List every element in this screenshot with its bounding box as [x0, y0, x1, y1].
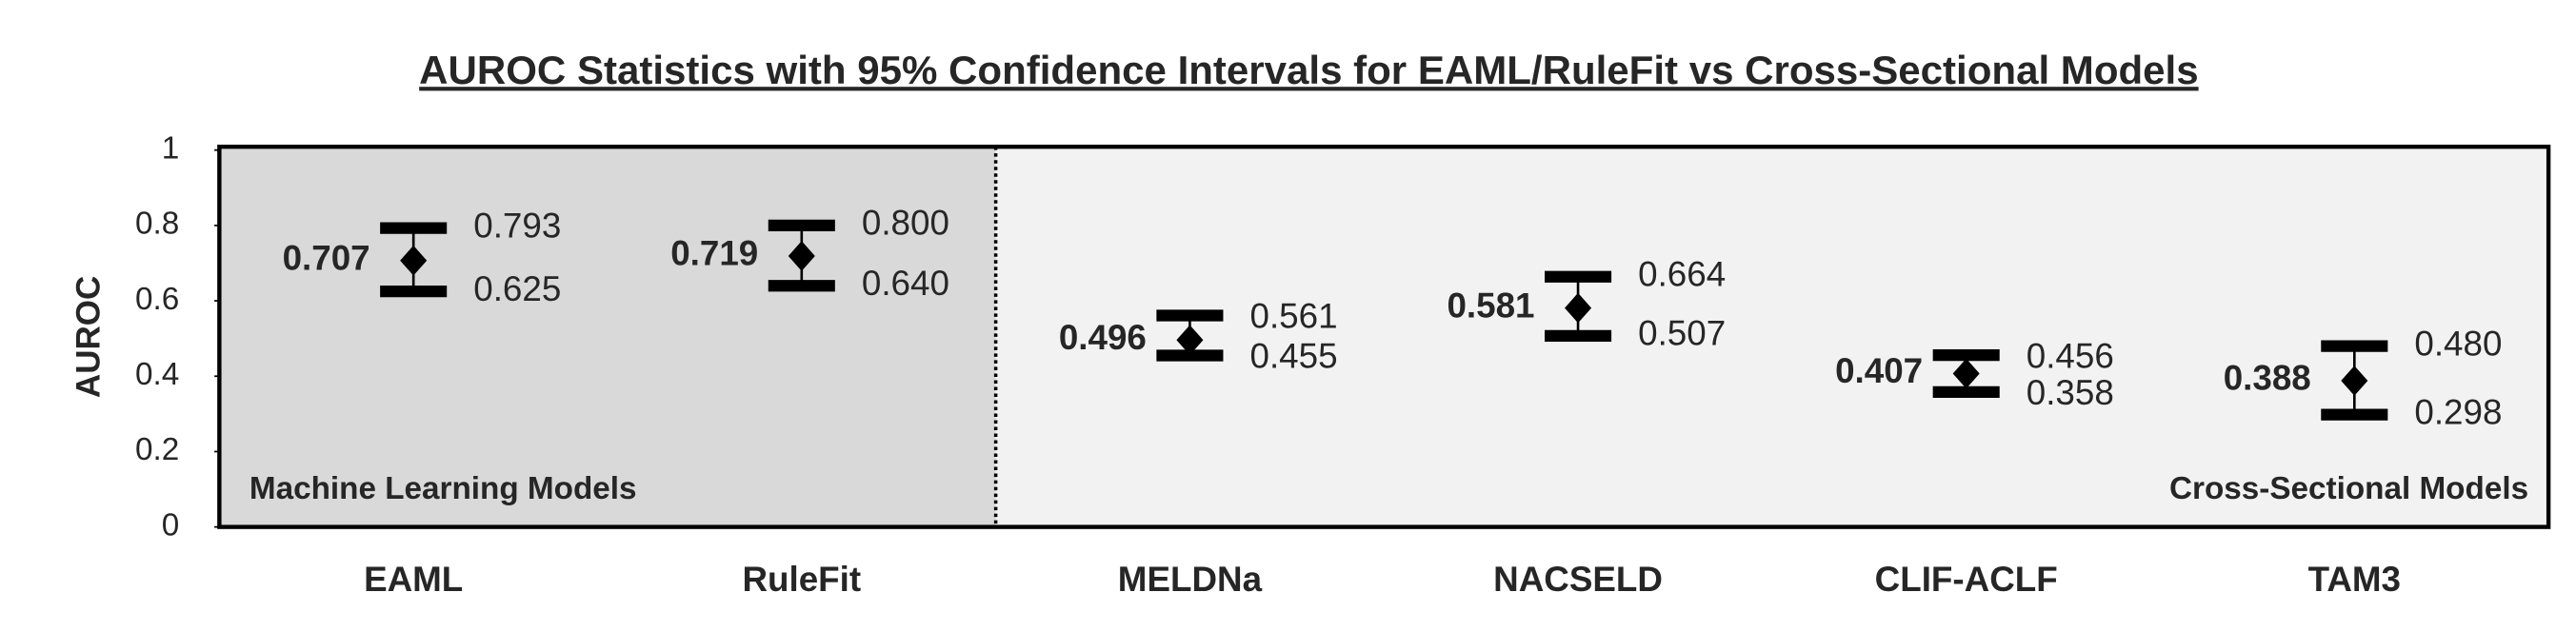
x-tick-label: EAML: [364, 560, 463, 599]
group-label: Cross-Sectional Models: [2169, 471, 2528, 506]
mean-label: 0.707: [283, 238, 370, 277]
x-tick-label: TAM3: [2308, 560, 2401, 599]
mean-label: 0.407: [1835, 351, 1923, 390]
mean-marker: [400, 245, 428, 276]
lower-label: 0.640: [862, 264, 949, 303]
mean-marker: [788, 241, 815, 271]
upper-label: 0.664: [1638, 254, 1726, 293]
upper-label: 0.480: [2414, 324, 2502, 363]
y-tick-label: 0.2: [135, 432, 179, 467]
x-tick-label: RuleFit: [742, 560, 861, 599]
y-tick-label: 0.6: [135, 282, 179, 317]
y-tick-label: 0.4: [135, 357, 179, 392]
x-tick-label: MELDNa: [1118, 560, 1263, 599]
mean-marker: [1176, 325, 1204, 356]
lower-label: 0.507: [1638, 314, 1726, 353]
mean-label: 0.496: [1059, 318, 1147, 357]
upper-label: 0.456: [2027, 336, 2114, 375]
plot-frame: [217, 144, 2551, 529]
upper-label: 0.561: [1249, 297, 1337, 336]
y-tick-label: 0.8: [135, 207, 179, 242]
upper-label: 0.800: [862, 204, 949, 243]
lower-label: 0.625: [473, 269, 561, 308]
x-tick-label: CLIF-ACLF: [1875, 560, 2058, 599]
mean-marker: [1565, 292, 1592, 324]
y-tick-label: 1: [162, 130, 180, 166]
upper-label: 0.793: [473, 206, 561, 245]
lower-label: 0.358: [2027, 373, 2114, 412]
group-region: [995, 147, 2549, 527]
mean-label: 0.581: [1447, 286, 1534, 325]
lower-label: 0.455: [1249, 337, 1337, 376]
group-label: Machine Learning Models: [250, 471, 637, 506]
y-axis-label: AUROC: [70, 276, 108, 398]
lower-label: 0.298: [2414, 392, 2502, 431]
chart-title: AUROC Statistics with 95% Confidence Int…: [419, 48, 2198, 92]
mean-label: 0.388: [2224, 359, 2311, 398]
y-tick-label: 0: [162, 507, 180, 543]
mean-label: 0.719: [670, 234, 758, 273]
x-tick-label: NACSELD: [1493, 560, 1663, 599]
group-region: [219, 147, 996, 527]
